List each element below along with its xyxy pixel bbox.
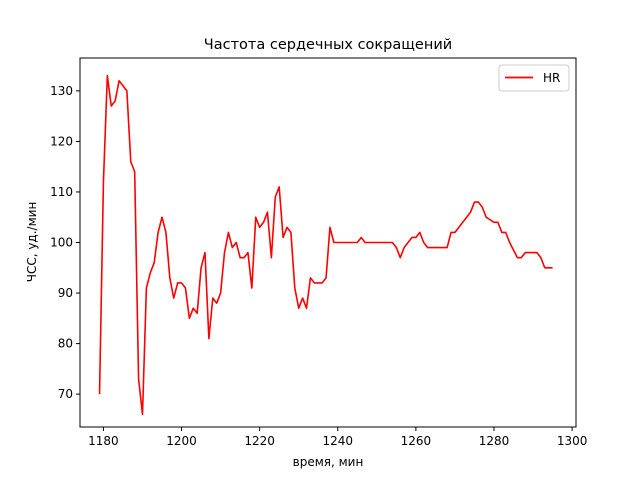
y-axis-label: ЧСС, уд./мин [25, 202, 39, 283]
x-axis-label: время, мин [293, 455, 364, 469]
x-tick-label: 1180 [88, 434, 119, 448]
x-tick-label: 1280 [479, 434, 510, 448]
legend: HR [498, 64, 570, 92]
y-tick-label: 80 [58, 337, 73, 351]
x-tick-label: 1260 [401, 434, 432, 448]
plot-area [98, 74, 553, 416]
y-tick-label: 100 [50, 236, 73, 250]
y-tick-label: 130 [50, 84, 73, 98]
x-tick-label: 1300 [557, 434, 588, 448]
y-tick-label: 70 [58, 387, 73, 401]
y-tick-label: 90 [58, 286, 73, 300]
y-axis: 70 80 90 100 110 120 130 [50, 84, 80, 401]
legend-label: HR [543, 71, 560, 85]
legend-box [498, 64, 570, 92]
x-tick-label: 1220 [244, 434, 275, 448]
x-tick-label: 1200 [166, 434, 197, 448]
x-tick-label: 1240 [322, 434, 353, 448]
chart-title: Частота сердечных сокращений [204, 37, 452, 53]
x-axis: 1180 1200 1220 1240 1260 1280 1300 [88, 427, 587, 448]
y-tick-label: 120 [50, 134, 73, 148]
series-line-hr [98, 74, 553, 416]
y-tick-label: 110 [50, 185, 73, 199]
